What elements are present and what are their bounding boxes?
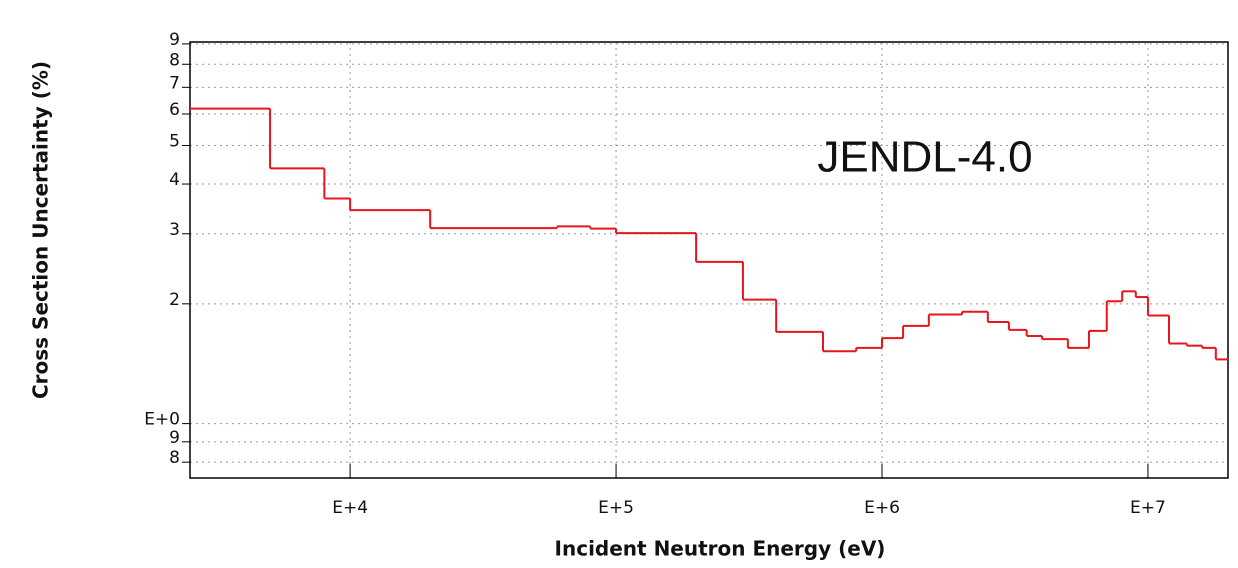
y-tick-label: 2 [169,290,180,310]
x-tick-label: E+5 [598,498,634,518]
y-tick-label: 6 [169,100,180,120]
y-axis-title: Cross Section Uncertainty (%) [29,61,53,399]
x-tick-label: E+7 [1130,498,1166,518]
plot-frame [189,41,1229,479]
y-tick-label: 5 [169,131,180,151]
y-tick-label: 8 [169,448,180,468]
x-axis-title: Incident Neutron Energy (eV) [555,537,886,561]
y-tick-label: 4 [169,170,180,190]
y-tick-label: E+0 [144,410,180,430]
x-tick-label: E+4 [332,498,368,518]
y-tick-label: 7 [169,73,180,93]
y-tick-label: 9 [169,428,180,448]
y-tick-label: 9 [169,30,180,50]
y-tick-label: 3 [169,220,180,240]
x-tick-label: E+6 [864,498,900,518]
y-tick-label: 8 [169,50,180,70]
annotation: JENDL-4.0 [817,133,1032,182]
